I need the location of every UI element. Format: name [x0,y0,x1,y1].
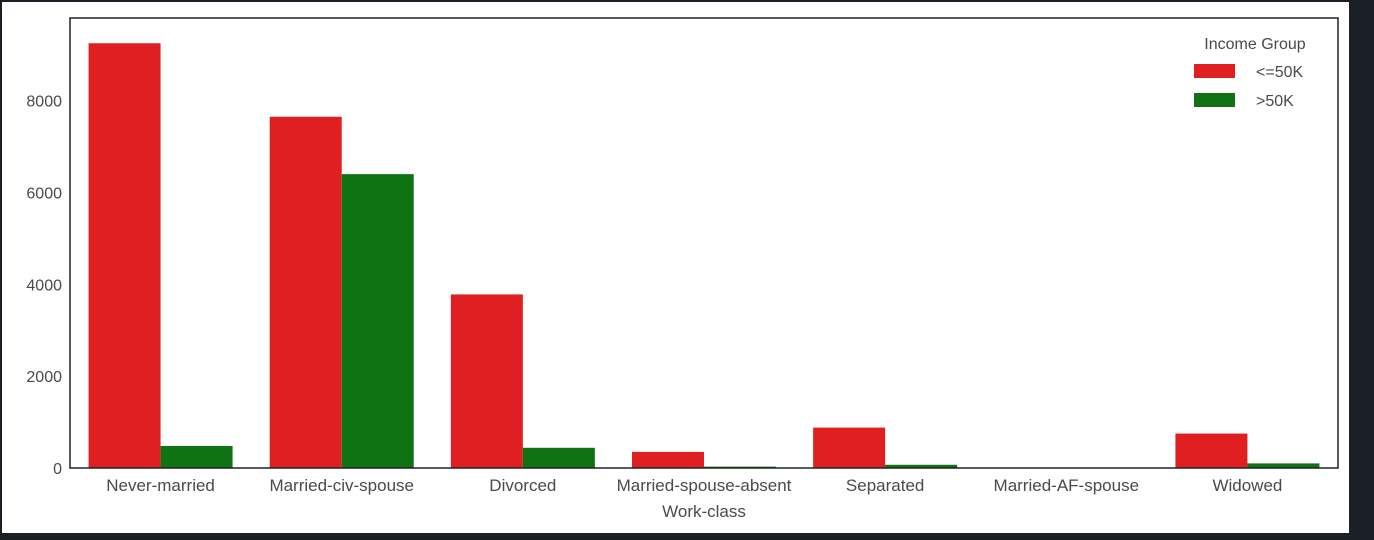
bar-le50k-0 [88,43,161,469]
chart-figure: 0 2000 4000 6000 8000 Never-married Married-c… [2,2,1349,533]
y-tick-label: 2000 [26,369,62,386]
bars-layer [88,43,1320,469]
x-tick-label: Divorced [489,476,556,495]
x-tick-label: Widowed [1212,476,1282,495]
x-tick-label: Married-civ-spouse [269,476,414,495]
bar-le50k-2 [450,294,523,468]
y-tick-label: 6000 [26,185,62,202]
bar-chart: 0 2000 4000 6000 8000 Never-married Married-c… [26,17,1339,521]
x-tick-label: Never-married [106,476,215,495]
legend: Income Group <=50K >50K [1194,36,1306,110]
bar-gt50k-6 [1247,463,1320,468]
legend-swatch [1194,93,1235,107]
plot-frame [69,17,1339,469]
legend-swatch [1194,64,1235,78]
x-tick-label: Married-spouse-absent [617,476,792,495]
bar-le50k-4 [813,427,886,468]
bar-le50k-3 [632,451,704,468]
legend-label: <=50K [1256,64,1303,81]
bar-gt50k-2 [522,447,595,468]
y-axis: 0 2000 4000 6000 8000 [26,94,62,478]
x-axis-label: Work-class [662,502,746,521]
legend-label: >50K [1256,93,1294,110]
x-tick-label: Separated [846,476,924,495]
x-axis: Never-married Married-civ-spouse Divorced M… [106,476,1282,495]
bar-le50k-1 [269,116,342,468]
bar-le50k-6 [1175,433,1248,468]
bar-gt50k-1 [341,174,414,469]
bar-gt50k-4 [885,464,958,468]
bar-gt50k-0 [160,445,233,468]
x-tick-label: Married-AF-spouse [994,476,1140,495]
y-tick-label: 8000 [26,94,62,111]
y-tick-label: 0 [53,461,62,478]
y-tick-label: 4000 [26,277,62,294]
legend-title: Income Group [1204,36,1305,53]
